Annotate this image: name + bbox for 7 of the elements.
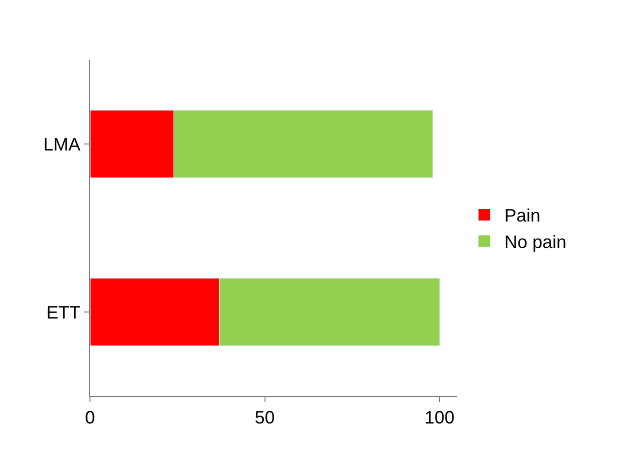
x-tick-label: 0: [84, 408, 96, 428]
x-tick-label: 50: [254, 408, 275, 428]
y-tick-label: ETT: [46, 302, 80, 322]
legend-label: Pain: [504, 206, 540, 226]
legend-label: No pain: [504, 232, 566, 252]
y-tick-label: LMA: [43, 134, 80, 154]
x-tick-label: 100: [424, 408, 455, 428]
